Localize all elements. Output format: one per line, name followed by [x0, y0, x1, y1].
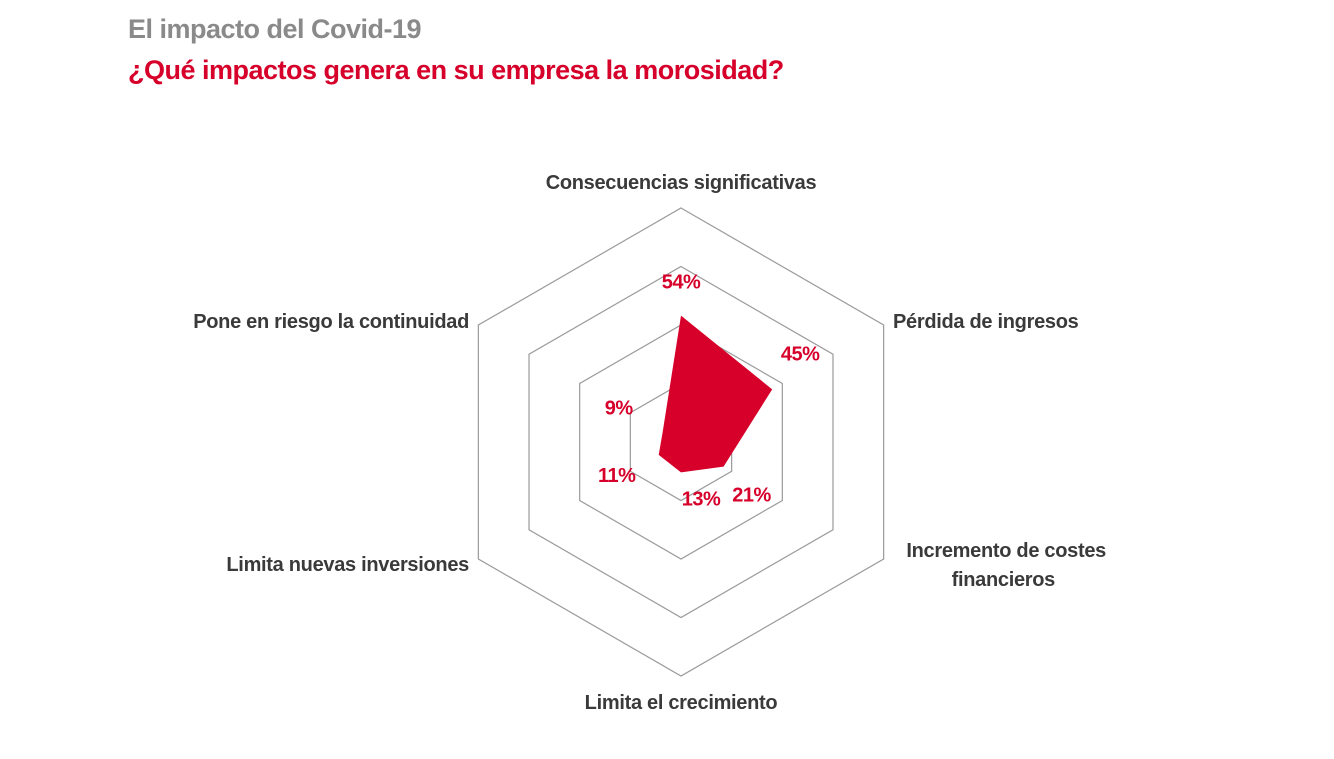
chart-subtitle: ¿Qué impactos genera en su empresa la mo…: [128, 55, 784, 85]
value-label: 54%: [662, 272, 701, 294]
axis-label: Limita el crecimiento: [585, 692, 778, 714]
value-label: 21%: [732, 485, 771, 507]
value-label: 11%: [598, 465, 636, 487]
page-title: El impacto del Covid-19: [128, 14, 422, 44]
value-label: 9%: [605, 397, 634, 419]
axis-label: Pone en riesgo la continuidad: [193, 311, 469, 333]
axis-label: Consecuencias significativas: [546, 172, 817, 194]
grid-ring: [579, 324, 783, 560]
axis-label: Limita nuevas inversiones: [226, 554, 469, 576]
data-area: [658, 315, 773, 473]
axis-label: Pérdida de ingresos: [893, 311, 1079, 333]
value-label: 45%: [781, 343, 820, 365]
grid-ring: [528, 265, 834, 619]
axis-label: Incremento de costes financieros: [906, 540, 1106, 591]
value-label: 13%: [682, 488, 721, 510]
grid-ring: [477, 207, 885, 677]
